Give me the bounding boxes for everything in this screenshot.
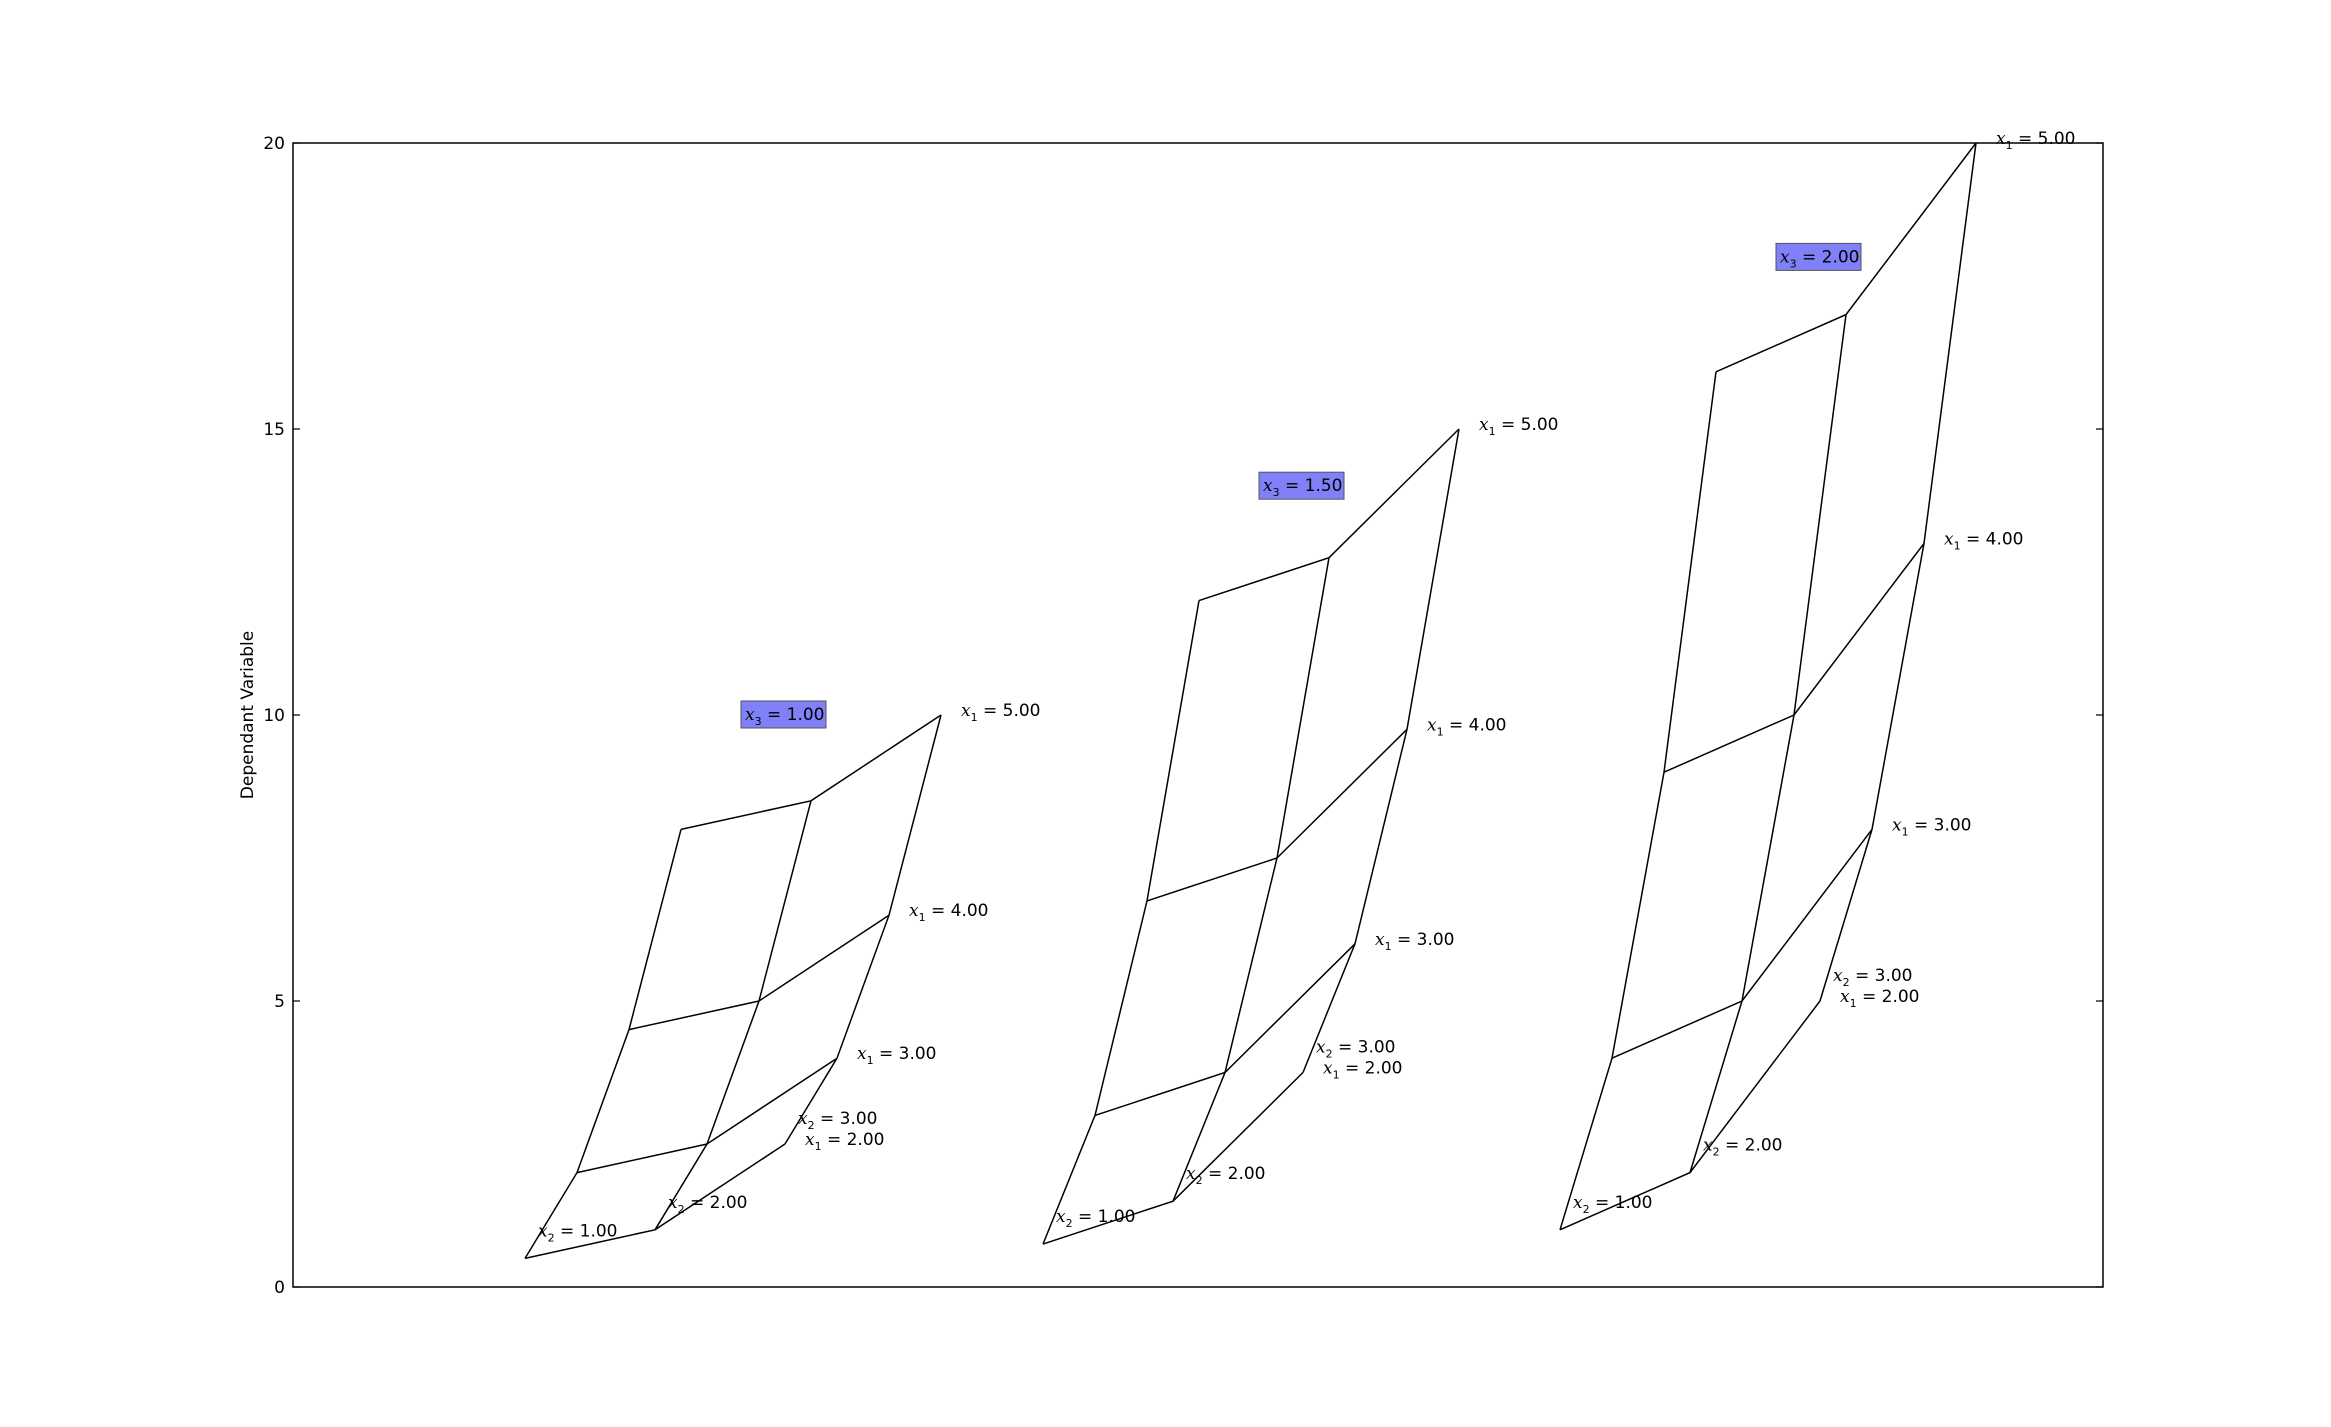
x2-label: x2 = 2.00 xyxy=(668,1193,748,1216)
x2-label: x2 = 3.00 xyxy=(1833,966,1913,989)
x1-line xyxy=(576,1057,838,1174)
x2-label: x2 = 1.00 xyxy=(1573,1193,1653,1216)
x1-line xyxy=(1611,828,1873,1059)
x1-label: x1 = 4.00 xyxy=(1427,715,1507,738)
x1-label: x1 = 2.00 xyxy=(805,1130,885,1153)
x1-line xyxy=(524,1143,786,1260)
panel-x3-1.50: x1 = 2.00 x1 = 3.00 x1 = 4.00 x1 = 5.00 x2 =… xyxy=(1042,415,1559,1245)
x1-line xyxy=(1094,943,1356,1117)
x2-line xyxy=(1172,557,1330,1202)
x3-label: x3 = 1.50 xyxy=(1263,476,1343,499)
x1-label: x1 = 5.00 xyxy=(1996,129,2076,152)
panel-x3-1.00: x1 = 2.00 x1 = 3.00 x1 = 4.00 x1 = 5.00 x2 =… xyxy=(524,700,1041,1260)
x2-line xyxy=(1559,371,1717,1231)
x2-label: x2 = 1.00 xyxy=(538,1221,618,1244)
y-tick-label: 0 xyxy=(274,1278,285,1298)
x2-line xyxy=(1042,600,1200,1245)
x2-label: x2 = 3.00 xyxy=(1316,1038,1396,1061)
x2-line xyxy=(1302,428,1460,1073)
x3-label-box xyxy=(1258,471,1345,500)
x1-line xyxy=(628,914,890,1031)
x2-line xyxy=(1689,314,1847,1173)
x3-label: x3 = 2.00 xyxy=(1780,247,1860,270)
x2-line xyxy=(1819,142,1977,1002)
x2-line xyxy=(524,829,682,1259)
y-tick-label: 20 xyxy=(263,134,285,154)
x1-label: x1 = 2.00 xyxy=(1323,1059,1403,1082)
x1-label: x1 = 4.00 xyxy=(1944,529,2024,552)
x1-line xyxy=(1042,1071,1304,1245)
plot-frame xyxy=(292,142,2104,1288)
x2-label: x2 = 3.00 xyxy=(798,1109,878,1132)
x1-label: x1 = 3.00 xyxy=(1892,815,1972,838)
x3-label-box xyxy=(740,700,827,729)
y-tick-label: 5 xyxy=(274,992,285,1012)
x1-line xyxy=(680,714,942,831)
panels: x1 = 2.00 x1 = 3.00 x1 = 4.00 x1 = 5.00 x2 =… xyxy=(524,129,2076,1260)
x1-label: x1 = 5.00 xyxy=(1479,415,1559,438)
y-tick-label: 15 xyxy=(263,420,285,440)
x1-label: x1 = 5.00 xyxy=(961,701,1041,724)
x2-label: x2 = 2.00 xyxy=(1186,1164,1266,1187)
y-axis-label: Dependant Variable xyxy=(238,631,258,799)
x2-line xyxy=(654,800,812,1231)
x1-label: x1 = 3.00 xyxy=(1375,930,1455,953)
x2-label: x2 = 1.00 xyxy=(1056,1207,1136,1230)
x1-line xyxy=(1715,142,1977,373)
x1-line xyxy=(1559,1000,1821,1231)
x3-label-box xyxy=(1775,242,1862,271)
x1-label: x1 = 2.00 xyxy=(1840,987,1920,1010)
x2-line xyxy=(784,714,942,1145)
x1-line xyxy=(1663,542,1925,773)
x1-line xyxy=(1198,428,1460,602)
x3-label: x3 = 1.00 xyxy=(745,705,825,728)
y-axis: 0 5 10 15 20 xyxy=(263,134,2103,1298)
x2-label: x2 = 2.00 xyxy=(1703,1136,1783,1159)
panel-x3-2.00: x1 = 2.00 x1 = 3.00 x1 = 4.00 x1 = 5.00 x2 =… xyxy=(1559,129,2076,1231)
x1-line xyxy=(1146,728,1408,902)
x1-label: x1 = 3.00 xyxy=(857,1044,937,1067)
y-tick-label: 10 xyxy=(263,706,285,726)
x1-label: x1 = 4.00 xyxy=(909,901,989,924)
